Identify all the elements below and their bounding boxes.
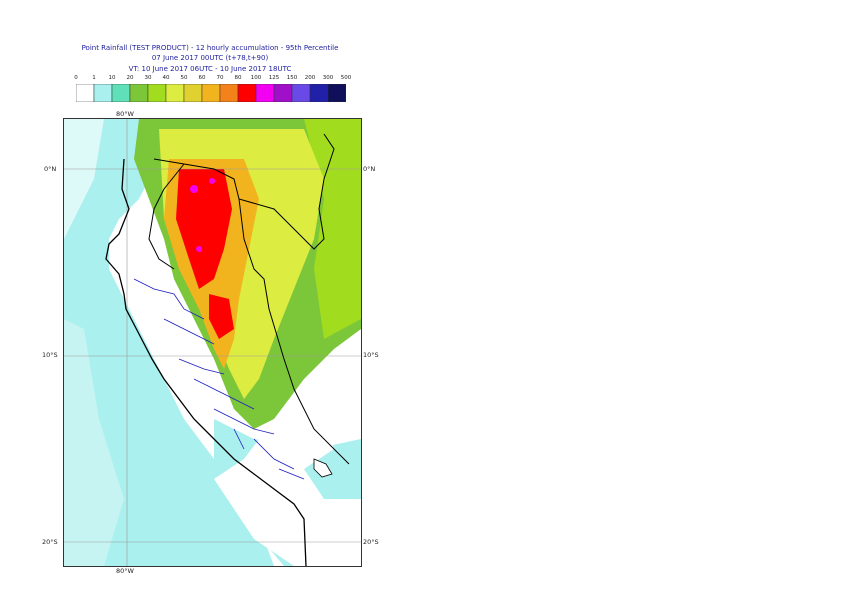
legend-swatch xyxy=(111,84,131,102)
graticule xyxy=(64,119,361,566)
legend-tick-label: 200 xyxy=(304,75,316,81)
legend-tick-label: 30 xyxy=(144,75,152,81)
legend-tick-label: 70 xyxy=(216,75,224,81)
legend-tick-label: 20 xyxy=(126,75,134,81)
heavy-rain-core xyxy=(176,169,232,289)
right-lat-label-0: 0°N xyxy=(363,165,376,173)
legend-swatch xyxy=(76,84,95,102)
legend-swatch xyxy=(327,84,346,102)
valid-time: VT: 10 June 2017 06UTC - 10 June 2017 18… xyxy=(128,65,292,73)
legend-swatch xyxy=(237,84,257,102)
legend-swatch xyxy=(165,84,185,102)
legend-tick-label: 150 xyxy=(286,75,298,81)
lake-titicaca xyxy=(313,458,333,478)
legend-swatch xyxy=(93,84,113,102)
legend-tick-label: 0 xyxy=(74,75,78,81)
right-lat-label-20s: 20°S xyxy=(363,538,379,546)
top-longitude-label: 80°W xyxy=(116,110,134,118)
legend-tick-label: 50 xyxy=(180,75,188,81)
map-title: Point Rainfall (TEST PRODUCT) - 12 hourl… xyxy=(81,44,339,52)
left-lat-label-10s: 10°S xyxy=(42,351,58,359)
legend-tick-label: 80 xyxy=(234,75,242,81)
legend-tick-label: 100 xyxy=(250,75,262,81)
legend-swatch xyxy=(201,84,221,102)
coastline xyxy=(105,158,307,566)
legend-swatch xyxy=(129,84,149,102)
legend-swatch xyxy=(309,84,329,102)
legend-tick-label: 10 xyxy=(108,75,116,81)
legend-ticks: 0 1 10 20 30 40 50 60 70 80 100 125 150 200 300 500 xyxy=(74,75,351,83)
forecast-base-time: 07 June 2017 00UTC (t+78,t+90) xyxy=(151,54,269,62)
legend-swatch xyxy=(273,84,293,102)
legend-tick-label: 40 xyxy=(162,75,170,81)
legend-swatch xyxy=(291,84,311,102)
left-lat-label-20s: 20°S xyxy=(42,538,58,546)
legend-tick-label: 300 xyxy=(322,75,334,81)
legend-tick-label: 60 xyxy=(198,75,206,81)
legend-swatch xyxy=(219,84,239,102)
legend-swatch xyxy=(183,84,203,102)
legend-tick-label: 500 xyxy=(340,75,352,81)
right-lat-label-10s: 10°S xyxy=(363,351,379,359)
legend-swatch xyxy=(147,84,167,102)
legend-tick-label: 125 xyxy=(268,75,280,81)
ocean-rain-area xyxy=(64,119,274,566)
legend-swatch xyxy=(255,84,275,102)
rainfall-map xyxy=(63,118,362,567)
rainfall-map-canvas xyxy=(64,119,361,566)
bottom-longitude-label: 80°W xyxy=(116,567,134,575)
left-lat-label-0: 0°N xyxy=(44,165,57,173)
legend-tick-label: 1 xyxy=(92,75,96,81)
color-legend xyxy=(76,84,346,102)
regional-borders xyxy=(133,278,305,480)
country-borders xyxy=(148,133,350,465)
